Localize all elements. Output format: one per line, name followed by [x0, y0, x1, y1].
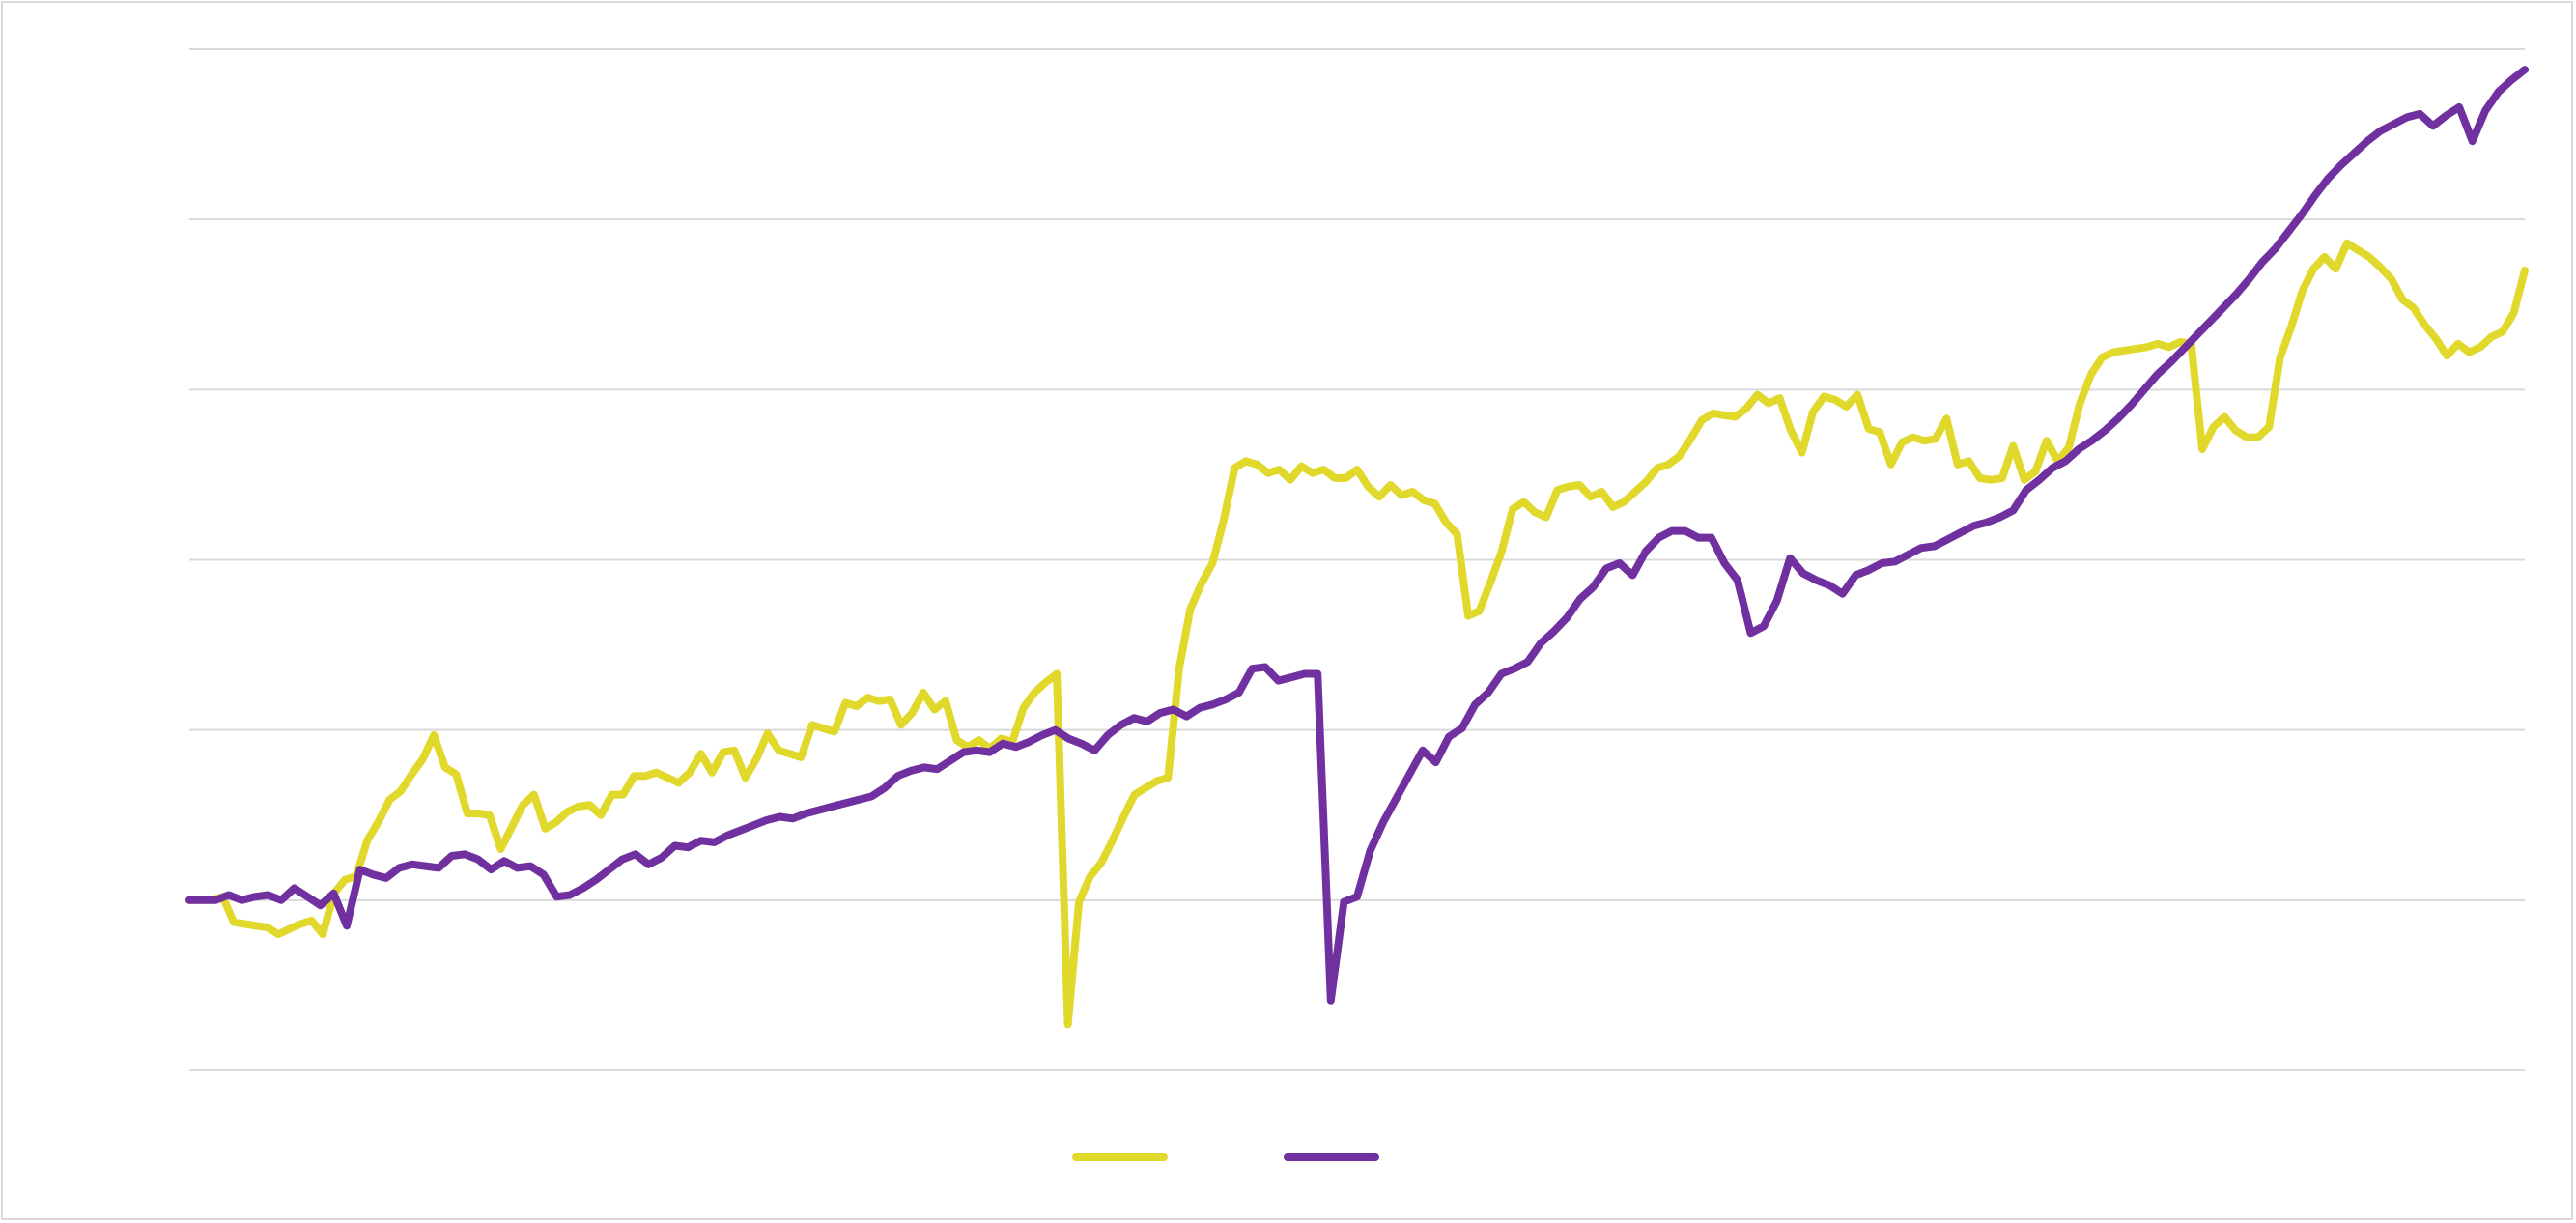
- series-line-1: [185, 239, 2529, 1029]
- series-line-2: [185, 66, 2529, 1005]
- gridlines: [189, 48, 2525, 1071]
- series-lines: [185, 66, 2529, 1029]
